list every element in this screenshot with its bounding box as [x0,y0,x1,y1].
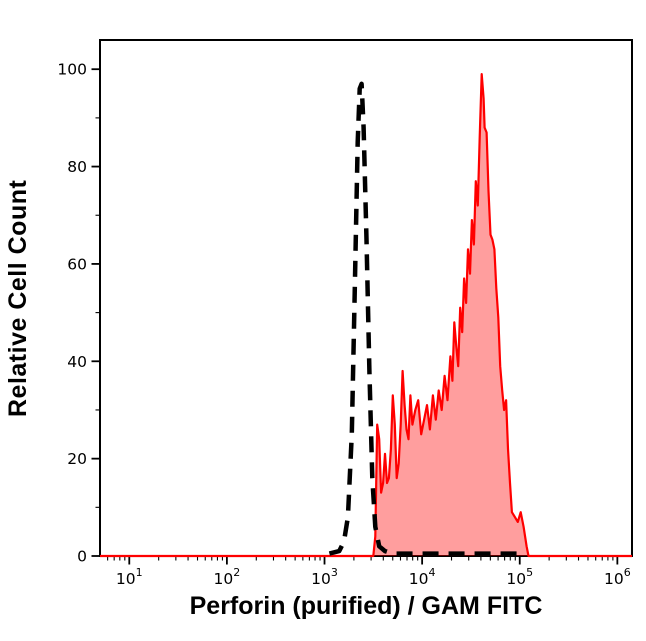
x-tick-label: 103 [311,566,338,588]
y-tick-label: 60 [67,255,87,273]
x-tick-label: 101 [116,566,143,588]
x-tick-label: 105 [506,566,533,588]
y-axis-label: Relative Cell Count [4,179,32,417]
x-axis-label: Perforin (purified) / GAM FITC [189,592,543,620]
y-tick-label: 0 [77,548,87,566]
y-tick-label: 100 [57,61,87,79]
y-tick-label: 40 [67,353,87,371]
x-tick-label: 104 [409,566,436,588]
control-curve [328,81,520,556]
perforin-curve [100,73,632,558]
x-tick-label: 102 [214,566,241,588]
y-tick-label: 80 [67,158,87,176]
y-tick-label: 20 [67,450,87,468]
perforin-fill [100,74,632,556]
plot-border [99,39,633,557]
x-tick-label: 106 [604,566,631,588]
